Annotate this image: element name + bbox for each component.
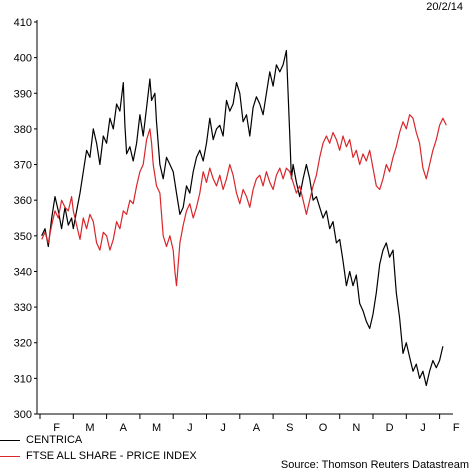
x-tick-label: O [319, 422, 328, 434]
y-tick-label: 330 [14, 302, 32, 314]
y-tick-label: 380 [14, 124, 32, 136]
series-line-centrica [41, 49, 444, 387]
y-tick-label: 370 [14, 160, 32, 172]
legend-label-ftse: FTSE ALL SHARE - PRICE INDEX [26, 450, 197, 462]
x-tick-label: A [120, 422, 128, 434]
y-tick-label: 360 [14, 195, 32, 207]
x-tick-label: F [453, 422, 460, 434]
x-tick-label: M [85, 422, 94, 434]
x-tick-label: F [53, 422, 60, 434]
legend-label-centrica: CENTRICA [26, 434, 83, 446]
y-tick-label: 400 [14, 53, 32, 65]
series-layer [41, 49, 447, 387]
series-line-ftse [41, 114, 447, 287]
x-tick-label: A [253, 422, 261, 434]
x-tick-label: N [352, 422, 360, 434]
date-label: 20/2/14 [426, 1, 463, 13]
y-tick-label: 320 [14, 338, 32, 350]
y-tick-label: 340 [14, 266, 32, 278]
y-tick-label: 300 [14, 409, 32, 421]
y-tick-label: 350 [14, 231, 32, 243]
x-tick-label: J [220, 422, 226, 434]
y-tick-label: 410 [14, 17, 32, 29]
x-tick-label: D [386, 422, 394, 434]
y-axis: 300 310 320 330 340 350 360 370 380 390 400 410 [14, 17, 38, 421]
x-tick-label: S [286, 422, 293, 434]
legend-swatch-ftse [0, 456, 20, 457]
x-tick-label: J [420, 422, 426, 434]
y-tick-label: 310 [14, 373, 32, 385]
x-tick-label: M [152, 422, 161, 434]
y-tick-label: 390 [14, 88, 32, 100]
legend-swatch-centrica [0, 440, 20, 441]
x-tick-label: J [187, 422, 193, 434]
source-note: Source: Thomson Reuters Datastream [280, 459, 469, 471]
